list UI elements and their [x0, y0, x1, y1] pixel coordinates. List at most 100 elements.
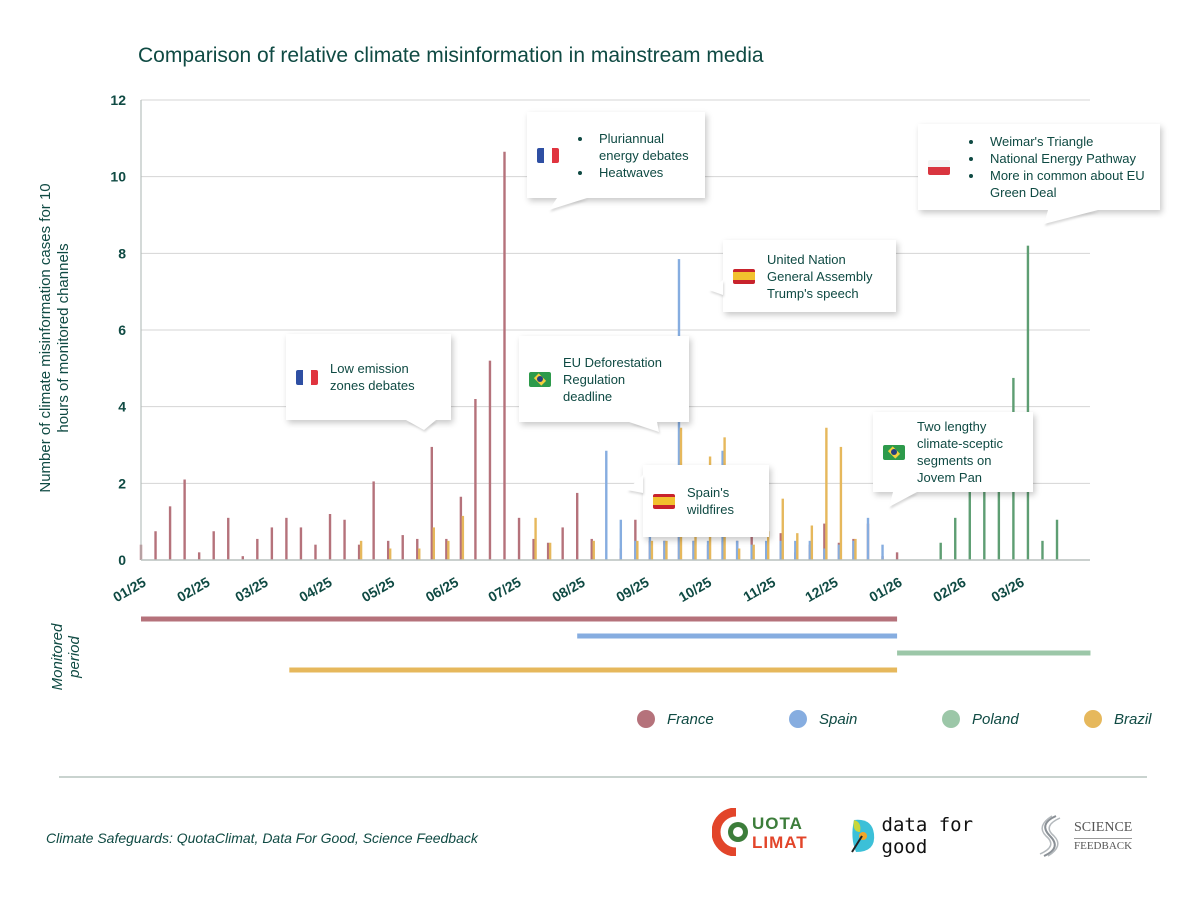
annotation-text: United Nation General Assembly Trump's spe… [767, 251, 873, 302]
bar-france [314, 544, 317, 560]
monitored-period-spain [577, 633, 898, 639]
x-tick-label: 03/26 [988, 574, 1027, 605]
x-tick-label: 02/25 [174, 574, 213, 605]
bar-brazil [854, 538, 857, 560]
annotation-line: climate-sceptic [917, 436, 1003, 451]
legend-item-spain: Spain [789, 710, 857, 728]
bar-spain [808, 540, 812, 560]
x-tick-label: 07/25 [485, 574, 524, 605]
x-tick-label: 01/25 [110, 574, 149, 605]
annotation-pluriannual: Pluriannual energy debatesHeatwaves [527, 112, 705, 210]
annotation-line: Low emission [330, 361, 409, 376]
bar-france [212, 531, 215, 560]
bar-brazil [839, 446, 843, 560]
legend-dot-spain [789, 710, 807, 728]
annotation-bullet: Weimar's Triangle [984, 133, 1160, 150]
bar-france [517, 517, 521, 560]
bar-brazil [636, 540, 639, 560]
annotation-text: Two lengthy climate-sceptic segments on Jov… [917, 418, 1003, 486]
bar-france [416, 538, 419, 560]
bar-france [357, 544, 361, 560]
annotation-jovem-pan: Two lengthy climate-sceptic segments on Jov… [873, 412, 1033, 507]
bar-brazil [447, 540, 450, 560]
flag-brazil-icon [529, 371, 551, 387]
annotation-text: Weimar's TriangleNational Energy Pathway… [962, 133, 1160, 201]
bar-brazil [548, 542, 552, 560]
annotation-line: United Nation [767, 251, 846, 267]
bar-france [168, 506, 172, 560]
bar-france [270, 527, 274, 560]
bar-brazil [737, 548, 741, 560]
bar-france [386, 540, 390, 560]
sciencefeedback-mark-icon [1039, 815, 1061, 857]
bar-france [445, 538, 448, 560]
flag-france-icon [537, 147, 559, 163]
flag-france-icon [296, 369, 318, 385]
bar-spain [605, 450, 608, 560]
legend-item-brazil: Brazil [1084, 710, 1152, 728]
callout-pointer [889, 492, 917, 507]
bar-france [372, 481, 375, 560]
bar-spain [765, 540, 768, 560]
bar-brazil [650, 540, 654, 560]
bar-poland [1055, 519, 1059, 560]
annotation-text: Low emission zones debates [330, 360, 415, 394]
quotaclimat-mark-icon [711, 807, 748, 857]
bar-brazil [534, 517, 537, 560]
bar-france [546, 542, 550, 560]
callout-pointer [549, 198, 587, 210]
bar-spain [735, 540, 739, 560]
bar-brazil [810, 525, 814, 560]
monitored-period-brazil [289, 667, 898, 673]
flag-brazil-icon [883, 444, 905, 460]
bar-brazil [418, 548, 421, 560]
flag-poland-icon [928, 159, 950, 175]
bar-france [561, 527, 564, 560]
legend-dot-france [637, 710, 655, 728]
flag-spain-icon [733, 268, 755, 284]
bar-poland [954, 517, 957, 560]
monitored-periods [141, 616, 1091, 673]
legend-item-france: France [637, 710, 714, 728]
x-tick-label: 08/25 [549, 574, 588, 605]
footer-credit: Climate Safeguards: QuotaClimat, Data Fo… [46, 830, 478, 846]
bar-brazil [665, 540, 668, 560]
x-tick-label: 12/25 [802, 574, 841, 605]
bar-france [256, 538, 259, 560]
bar-brazil [388, 548, 392, 560]
x-tick-label: 06/25 [423, 574, 462, 605]
bar-france [299, 527, 303, 560]
y-tick-label: 4 [118, 399, 126, 415]
chart-title: Comparison of relative climate misinform… [138, 44, 764, 67]
bar-france [154, 531, 157, 560]
bar-spain [852, 540, 855, 560]
bar-brazil [592, 540, 595, 560]
y-tick-label: 2 [118, 475, 126, 491]
callout-pointer [629, 422, 659, 432]
bar-spain [779, 540, 782, 560]
bar-spain [648, 537, 652, 560]
monitored-period-france [141, 616, 898, 622]
bar-poland [1026, 245, 1030, 560]
annotation-weimar: Weimar's TriangleNational Energy Pathway… [918, 124, 1160, 224]
bar-france [285, 517, 288, 560]
bar-france [241, 556, 244, 560]
bar-poland [1041, 540, 1044, 560]
annotation-text: Pluriannual energy debatesHeatwaves [571, 130, 696, 181]
bar-brazil [432, 527, 435, 560]
bar-france [328, 514, 332, 560]
bar-brazil [825, 427, 828, 560]
x-tick-label: 02/26 [930, 574, 969, 605]
quotaclimat-logo: UOTA LIMAT [711, 807, 818, 857]
bar-france [197, 552, 201, 560]
bar-france [532, 538, 535, 560]
bar-france [401, 535, 404, 560]
annotation-line: EU Deforestation [563, 354, 662, 370]
annotation-low-emission: Low emission zones debates [286, 334, 451, 430]
annotation-line: segments on [917, 453, 992, 468]
bar-brazil [781, 498, 784, 560]
bar-spain [663, 540, 666, 560]
legend-dot-poland [942, 710, 960, 728]
y-tick-label: 0 [118, 552, 126, 568]
bar-france [634, 519, 637, 560]
